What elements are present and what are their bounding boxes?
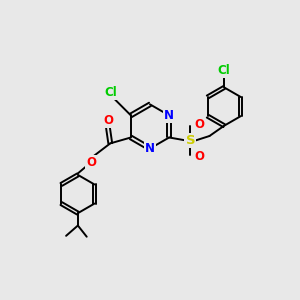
Text: S: S bbox=[185, 134, 195, 147]
Text: O: O bbox=[194, 149, 204, 163]
Text: Cl: Cl bbox=[218, 64, 231, 77]
Text: O: O bbox=[194, 118, 204, 131]
Text: N: N bbox=[145, 142, 155, 155]
Text: Cl: Cl bbox=[105, 86, 118, 99]
Text: O: O bbox=[103, 114, 113, 127]
Text: N: N bbox=[164, 109, 174, 122]
Text: O: O bbox=[86, 156, 96, 169]
